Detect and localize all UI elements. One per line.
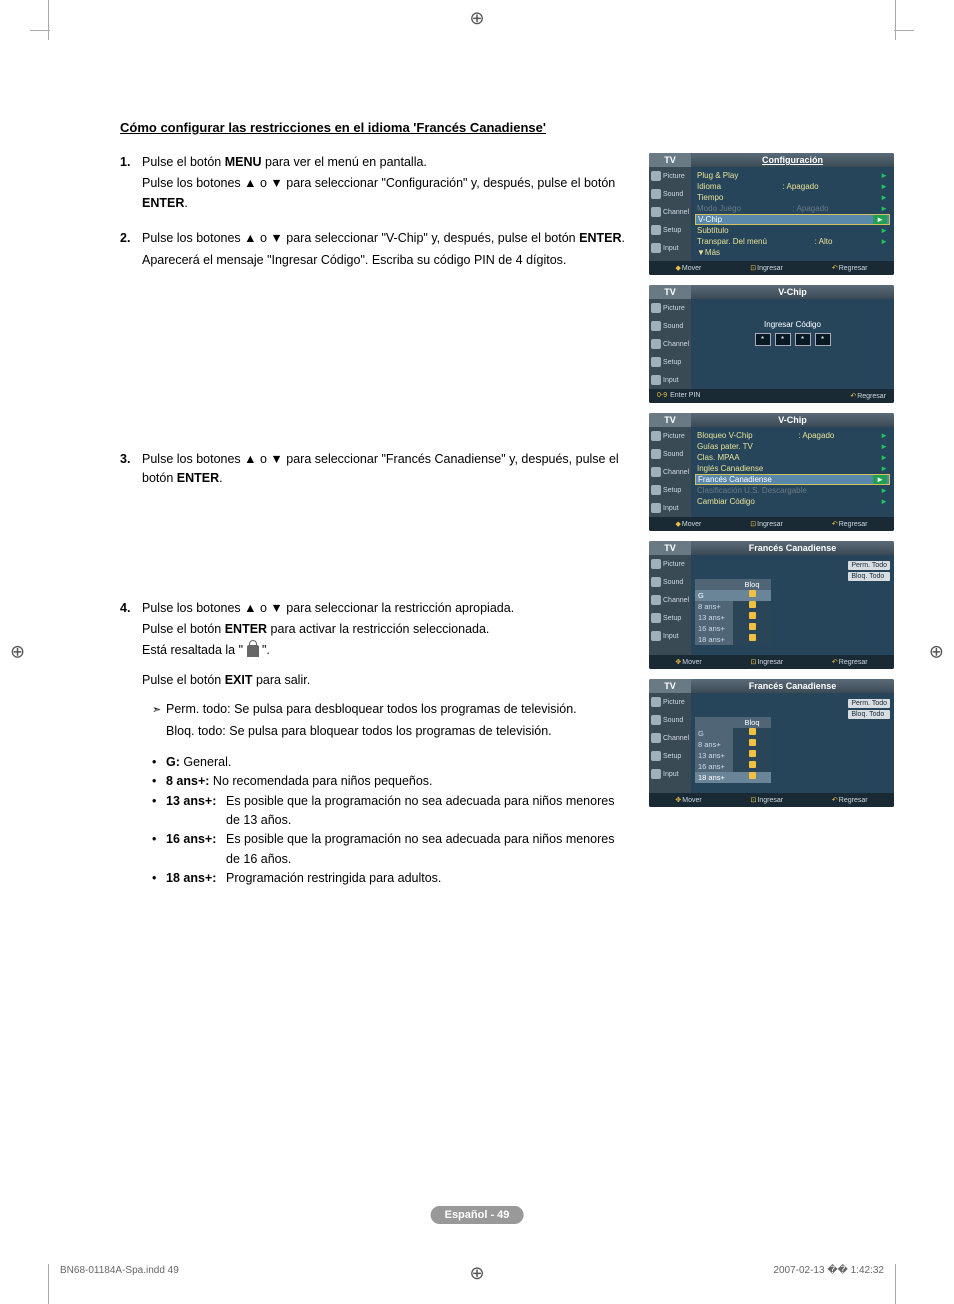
picture-icon xyxy=(651,171,661,181)
rating-row-g[interactable]: G xyxy=(695,590,890,601)
sound-icon xyxy=(651,321,661,331)
osd-vchip-pin: TVV-Chip Picture Sound Channel Setup Inp… xyxy=(649,285,894,403)
menu-item-selected[interactable]: V-Chip► xyxy=(695,214,890,225)
lock-icon xyxy=(749,612,756,619)
rating-16: •16 ans+:Es posible que la programación … xyxy=(152,830,629,869)
osd-title: Francés Canadiense xyxy=(691,541,894,555)
channel-icon xyxy=(651,339,661,349)
step-1: 1. Pulse el botón MENU para ver el menú … xyxy=(120,153,629,215)
picture-icon xyxy=(651,697,661,707)
osd-title: Francés Canadiense xyxy=(691,679,894,693)
lock-icon xyxy=(749,601,756,608)
rating-row-16[interactable]: 16 ans+ xyxy=(695,761,890,772)
footer-left: BN68-01184A-Spa.indd 49 xyxy=(60,1265,179,1276)
section-title: Cómo configurar las restricciones en el … xyxy=(120,120,894,135)
bloq-todo-button[interactable]: Bloq. Todo xyxy=(848,572,890,581)
rating-row-8[interactable]: 8 ans+ xyxy=(695,739,890,750)
footer-right: 2007-02-13 �� 1:42:32 xyxy=(773,1265,884,1276)
lock-icon xyxy=(247,645,259,657)
lock-icon xyxy=(749,634,756,641)
channel-icon xyxy=(651,467,661,477)
osd-column: TVConfiguración Picture Sound Channel Se… xyxy=(649,153,894,903)
lock-icon xyxy=(749,590,756,597)
rating-18: •18 ans+:Programación restringida para a… xyxy=(152,869,629,888)
reg-mark-bottom: ⊕ xyxy=(469,1263,484,1284)
menu-item[interactable]: Inglés Canadiense► xyxy=(695,463,890,474)
input-icon xyxy=(651,375,661,385)
bloq-todo-button[interactable]: Bloq. Todo xyxy=(848,710,890,719)
rating-row-8[interactable]: 8 ans+ xyxy=(695,601,890,612)
menu-item[interactable]: Cambiar Código► xyxy=(695,496,890,507)
setup-icon xyxy=(651,613,661,623)
lock-icon xyxy=(749,761,756,768)
osd-title: Configuración xyxy=(691,153,894,167)
osd-title: V-Chip xyxy=(691,285,894,299)
lock-icon xyxy=(749,772,756,779)
menu-item[interactable]: ▼Más xyxy=(695,247,890,258)
sound-icon xyxy=(651,715,661,725)
menu-item-selected[interactable]: Francés Canadiense► xyxy=(695,474,890,485)
picture-icon xyxy=(651,303,661,313)
step-3: 3. Pulse los botones ▲ o ▼ para seleccio… xyxy=(120,450,629,491)
note-icon: ➣ xyxy=(152,702,162,719)
instructions-column: 1. Pulse el botón MENU para ver el menú … xyxy=(120,153,629,903)
channel-icon xyxy=(651,595,661,605)
step-number: 1. xyxy=(120,153,142,215)
pin-label: Ingresar Código xyxy=(695,302,890,329)
menu-item[interactable]: Guías pater. TV► xyxy=(695,441,890,452)
channel-icon xyxy=(651,733,661,743)
input-icon xyxy=(651,503,661,513)
input-icon xyxy=(651,631,661,641)
rating-row-13[interactable]: 13 ans+ xyxy=(695,612,890,623)
setup-icon xyxy=(651,225,661,235)
menu-item: Clasificación U.S. Descargable► xyxy=(695,485,890,496)
menu-item[interactable]: Bloqueo V-Chip: Apagado► xyxy=(695,430,890,441)
pin-input[interactable]: * * * * xyxy=(695,333,890,346)
menu-item[interactable]: Tiempo► xyxy=(695,192,890,203)
sound-icon xyxy=(651,189,661,199)
sound-icon xyxy=(651,449,661,459)
rating-row-18[interactable]: 18 ans+ xyxy=(695,772,890,783)
setup-icon xyxy=(651,357,661,367)
perm-todo-button[interactable]: Perm. Todo xyxy=(848,699,890,708)
osd-frances-1: TVFrancés Canadiense Picture Sound Chann… xyxy=(649,541,894,669)
lock-icon xyxy=(749,739,756,746)
page-number-badge: Español - 49 xyxy=(431,1206,524,1224)
menu-item[interactable]: Transpar. Del menú: Alto► xyxy=(695,236,890,247)
rating-row-13[interactable]: 13 ans+ xyxy=(695,750,890,761)
input-icon xyxy=(651,769,661,779)
channel-icon xyxy=(651,207,661,217)
picture-icon xyxy=(651,559,661,569)
sound-icon xyxy=(651,577,661,587)
lock-icon xyxy=(749,728,756,735)
rating-8: •8 ans+: No recomendada para niños peque… xyxy=(152,772,629,791)
rating-g: •G: General. xyxy=(152,753,629,772)
rating-row-18[interactable]: 18 ans+ xyxy=(695,634,890,645)
menu-item[interactable]: Clas. MPAA► xyxy=(695,452,890,463)
step-number: 2. xyxy=(120,229,142,272)
picture-icon xyxy=(651,431,661,441)
rating-13: •13 ans+:Es posible que la programación … xyxy=(152,792,629,831)
input-icon xyxy=(651,243,661,253)
menu-item[interactable]: Subtítulo► xyxy=(695,225,890,236)
perm-todo-button[interactable]: Perm. Todo xyxy=(848,561,890,570)
lock-icon xyxy=(749,750,756,757)
step-2: 2. Pulse los botones ▲ o ▼ para seleccio… xyxy=(120,229,629,272)
osd-configuracion: TVConfiguración Picture Sound Channel Se… xyxy=(649,153,894,275)
osd-vchip-menu: TVV-Chip Picture Sound Channel Setup Inp… xyxy=(649,413,894,531)
setup-icon xyxy=(651,751,661,761)
osd-frances-2: TVFrancés Canadiense Picture Sound Chann… xyxy=(649,679,894,807)
rating-row-16[interactable]: 16 ans+ xyxy=(695,623,890,634)
step-4: 4. Pulse los botones ▲ o ▼ para seleccio… xyxy=(120,599,629,889)
setup-icon xyxy=(651,485,661,495)
step-number: 3. xyxy=(120,450,142,491)
lock-icon xyxy=(749,623,756,630)
rating-row-g[interactable]: G xyxy=(695,728,890,739)
osd-title: V-Chip xyxy=(691,413,894,427)
step-number: 4. xyxy=(120,599,142,889)
menu-item[interactable]: Plug & Play► xyxy=(695,170,890,181)
menu-item: Modo Juego: Apagado► xyxy=(695,203,890,214)
menu-item[interactable]: Idioma: Apagado► xyxy=(695,181,890,192)
